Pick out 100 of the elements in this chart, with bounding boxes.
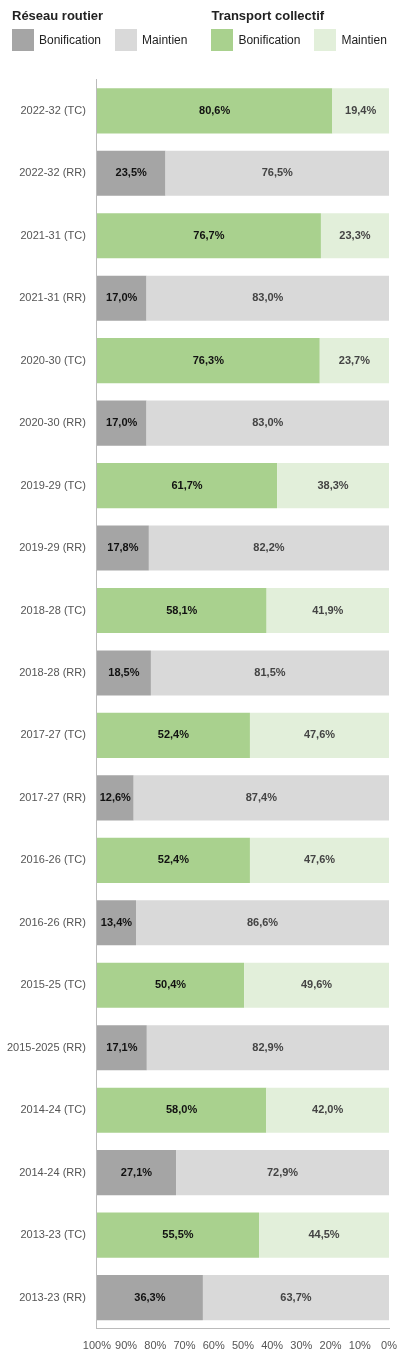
data-label: 44,5% (308, 1228, 340, 1241)
data-label: 17,0% (106, 416, 138, 429)
x-tick-label: 50% (231, 1339, 255, 1352)
bar (96, 1150, 177, 1196)
bar (146, 275, 389, 321)
x-tick-label: 100% (82, 1339, 112, 1352)
data-label: 41,9% (312, 603, 344, 616)
data-label: 82,2% (253, 541, 285, 554)
data-label: 83,0% (252, 416, 284, 429)
y-tick-label: 2013-23 (TC) (20, 1228, 86, 1241)
bar (320, 213, 389, 259)
bar (96, 650, 151, 696)
bar (146, 400, 389, 446)
data-label: 72,9% (266, 1165, 299, 1178)
bar (96, 587, 267, 634)
data-label: 76,3% (192, 353, 225, 366)
x-tick-label: 40% (261, 1339, 284, 1352)
legend-label: Maintien (341, 33, 387, 47)
data-label: 23,5% (115, 166, 148, 179)
data-label: 12,6% (99, 790, 132, 803)
y-tick-label: 2018-28 (RR) (19, 666, 86, 678)
data-label: 52,4% (157, 728, 190, 741)
bar (136, 900, 389, 946)
bar (259, 1212, 389, 1258)
y-tick-label: 2016-26 (RR) (19, 915, 86, 928)
data-label: 61,7% (171, 478, 203, 491)
y-tick-label: 2022-32 (RR) (19, 166, 86, 179)
y-tick-label: 2019-29 (TC) (20, 478, 86, 491)
data-label: 49,6% (300, 978, 333, 991)
bar (249, 712, 389, 758)
x-tick-label: 30% (290, 1339, 313, 1352)
y-tick-label: 2021-31 (RR) (19, 291, 86, 304)
bar (96, 213, 321, 259)
bar (133, 775, 389, 821)
y-tick-label: 2014-24 (TC) (20, 1103, 86, 1116)
bar (96, 88, 333, 134)
bar (96, 275, 147, 321)
text: Transport collectif (211, 8, 326, 23)
y-tick-label: 2014-24 (RR) (19, 1165, 86, 1178)
x-tick-label: 60% (202, 1339, 225, 1352)
legend-label: Maintien (142, 33, 188, 47)
x-tick-label: 80% (144, 1339, 167, 1352)
y-tick-label: 2020-30 (TC) (20, 353, 86, 366)
y-tick-label: 2015-25 (TC) (20, 978, 86, 991)
data-label: 18,5% (108, 666, 140, 678)
data-label: 13,4% (100, 915, 133, 928)
data-label: 80,6% (199, 103, 231, 116)
data-label: 76,7% (193, 228, 225, 241)
bar (266, 1087, 389, 1133)
data-label: 36,3% (134, 1290, 166, 1303)
y-tick-label: 2018-28 (TC) (20, 603, 86, 616)
legend-label: Bonification (238, 33, 301, 47)
data-label: 76,5% (261, 166, 294, 179)
data-label: 58,1% (166, 603, 198, 616)
bar (96, 1087, 267, 1133)
bar (266, 587, 389, 634)
y-tick-label: 2020-30 (RR) (19, 416, 86, 429)
data-label: 23,3% (339, 228, 371, 241)
data-label: 47,6% (303, 853, 336, 866)
bar (176, 1150, 389, 1196)
data-label: 47,6% (303, 728, 336, 741)
text: Réseau routier (12, 8, 105, 23)
data-label: 58,0% (165, 1103, 198, 1116)
bar (96, 150, 166, 196)
y-tick-label: 2013-23 (RR) (19, 1290, 86, 1303)
data-label: 81,5% (254, 666, 286, 678)
data-label: 17,8% (107, 541, 139, 554)
bar (150, 650, 389, 696)
data-label: 27,1% (120, 1165, 153, 1178)
x-tick-label: 70% (173, 1339, 196, 1352)
data-label: 42,0% (312, 1103, 344, 1116)
data-label: 55,5% (162, 1228, 194, 1241)
bar (319, 338, 389, 384)
data-label: 17,1% (106, 1040, 138, 1053)
bar (249, 837, 389, 883)
legend-label: Bonification (39, 33, 102, 47)
data-label: 63,7% (280, 1290, 312, 1303)
bar (96, 1025, 147, 1071)
x-tick-label: 90% (115, 1339, 138, 1352)
data-label: 17,0% (106, 291, 138, 304)
bar (244, 962, 389, 1008)
y-tick-label: 2021-31 (TC) (20, 228, 86, 241)
data-label: 50,4% (154, 978, 187, 991)
bar (96, 837, 250, 883)
data-label: 23,7% (338, 353, 371, 366)
data-label: 38,3% (317, 478, 349, 491)
bar (146, 1025, 389, 1071)
y-tick-label: 2017-27 (TC) (20, 728, 86, 741)
bar (202, 1275, 389, 1321)
x-tick-label: 20% (319, 1339, 342, 1352)
y-tick-label: 2022-32 (TC) (20, 103, 86, 116)
data-label: 19,4% (345, 103, 377, 116)
bar (96, 525, 149, 571)
bar (96, 712, 250, 758)
bar (277, 463, 389, 509)
data-label: 86,6% (246, 915, 279, 928)
bar (96, 400, 147, 446)
bar (96, 1212, 259, 1258)
bar (332, 88, 389, 134)
y-tick-label: 2015-2025 (RR) (7, 1040, 86, 1053)
